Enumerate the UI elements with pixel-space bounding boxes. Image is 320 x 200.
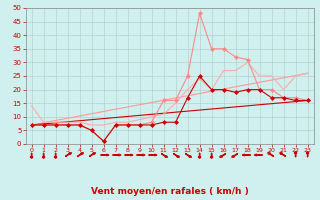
Text: Vent moyen/en rafales ( km/h ): Vent moyen/en rafales ( km/h ) [91,187,248,196]
